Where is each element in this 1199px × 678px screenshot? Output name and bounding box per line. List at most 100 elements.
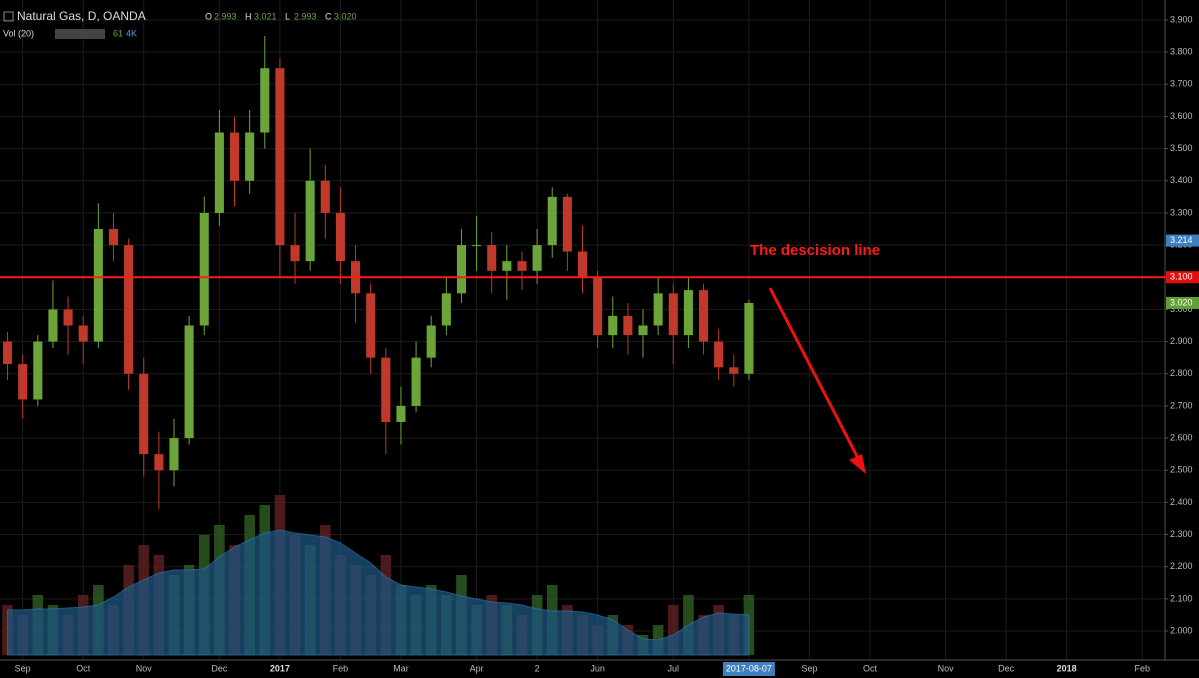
x-tick-label: Feb	[333, 663, 349, 673]
candle-body	[426, 325, 436, 358]
candle-body	[275, 68, 285, 246]
ohlc-value: 2.993	[294, 11, 317, 21]
y-tick-label: 2.200	[1170, 561, 1193, 571]
candle-body	[260, 68, 270, 133]
x-tick-label: Nov	[938, 663, 955, 673]
candle-body	[577, 251, 588, 278]
price-tag	[1166, 271, 1199, 284]
candle-body	[729, 367, 739, 374]
candle-body	[305, 180, 315, 262]
indicator-buttons[interactable]	[55, 29, 105, 39]
ohlc-key: H	[245, 11, 252, 21]
arrow-head	[849, 454, 866, 474]
candle-body	[78, 325, 88, 342]
x-tick-label: Oct	[76, 663, 91, 673]
candle-body	[63, 309, 73, 326]
candle-body	[396, 405, 406, 422]
chart-title: Natural Gas, D, OANDA	[17, 9, 146, 23]
candle-body	[668, 293, 678, 336]
ohlc-key: L	[285, 11, 290, 21]
y-tick-label: 3.300	[1170, 207, 1193, 217]
candle-body	[139, 373, 149, 455]
volume-pane	[2, 495, 755, 656]
candle-body	[366, 293, 376, 358]
candle-body	[608, 315, 618, 336]
x-tick-label: 2	[535, 663, 540, 673]
y-tick-label: 3.500	[1170, 143, 1193, 153]
ohlc-value: 3.021	[254, 11, 277, 21]
ohlc-value: 3.020	[334, 11, 357, 21]
candle-body	[320, 180, 330, 213]
x-tick-label: 2018	[1057, 663, 1077, 673]
ohlc-header: O 2.993 H 3.021 L 2.993 C 3.020	[205, 11, 357, 21]
candle-body	[199, 212, 209, 326]
candle-body	[653, 293, 663, 326]
candle-body	[3, 341, 13, 365]
price-tag	[1166, 234, 1199, 247]
candle-body	[229, 132, 240, 181]
x-tick-label: Apr	[470, 663, 484, 673]
candle-body	[472, 245, 482, 247]
ohlc-value: 2.993	[214, 11, 237, 21]
x-tick-label: Jun	[590, 663, 605, 673]
collapse-icon[interactable]	[3, 11, 14, 22]
candle-body	[502, 261, 512, 271]
candle-body	[517, 261, 527, 271]
candle-body	[683, 290, 693, 336]
y-tick-label: 3.400	[1170, 175, 1193, 185]
candle-body	[290, 245, 300, 262]
y-tick-label: 2.700	[1170, 400, 1193, 410]
candle-body	[623, 315, 633, 336]
y-tick-label: 2.300	[1170, 529, 1193, 539]
x-tick-label: 2017	[270, 663, 290, 673]
y-tick-label: 3.800	[1170, 46, 1193, 56]
candles	[3, 36, 754, 509]
candle-body	[18, 364, 28, 400]
y-tick-label: 2.000	[1170, 625, 1193, 635]
price-tag-label: 3.214	[1170, 235, 1193, 245]
candle-body	[124, 245, 134, 374]
candle-body	[638, 325, 648, 336]
candle-body	[245, 132, 255, 181]
ohlc-key: C	[325, 11, 332, 21]
price-tag-label: 3.100	[1170, 272, 1193, 282]
x-tick-label: Sep	[801, 663, 817, 673]
price-tag	[1166, 296, 1199, 309]
candle-body	[335, 212, 345, 262]
candle-body	[154, 454, 164, 471]
ohlc-key: O	[205, 11, 212, 21]
x-tick-label: Jul	[668, 663, 680, 673]
x-tick-label: Oct	[863, 663, 878, 673]
overlays: The descision line 3.214 3.100 3.020	[0, 234, 1199, 309]
y-tick-label: 3.600	[1170, 111, 1193, 121]
y-tick-label: 2.600	[1170, 432, 1193, 442]
candle-body	[169, 438, 179, 471]
y-tick-label: 2.100	[1170, 593, 1193, 603]
y-tick-label: 2.900	[1170, 336, 1193, 346]
candle-body	[593, 277, 603, 336]
y-tick-label: 2.400	[1170, 497, 1193, 507]
candle-body	[93, 229, 103, 342]
x-label-highlight	[722, 662, 775, 676]
x-tick-label: Feb	[1135, 663, 1151, 673]
candle-body	[214, 132, 224, 213]
volume-bar	[667, 605, 679, 655]
volume-last: 61	[113, 28, 123, 38]
candle-body	[532, 245, 542, 271]
candle-body	[487, 245, 497, 271]
y-tick-label: 2.800	[1170, 368, 1193, 378]
candle-body	[699, 290, 709, 342]
candle-body	[441, 293, 451, 326]
x-tick-label: Dec	[998, 663, 1015, 673]
candle-body	[456, 245, 466, 294]
candle-body	[562, 196, 572, 252]
y-tick-label: 3.900	[1170, 14, 1193, 24]
candle-body	[184, 325, 194, 439]
volume-ma-area	[7, 529, 750, 656]
x-tick-label: Sep	[15, 663, 31, 673]
candle-body	[33, 341, 43, 400]
y-tick-label: 3.700	[1170, 79, 1193, 89]
volume-name: Vol (20)	[3, 28, 34, 38]
